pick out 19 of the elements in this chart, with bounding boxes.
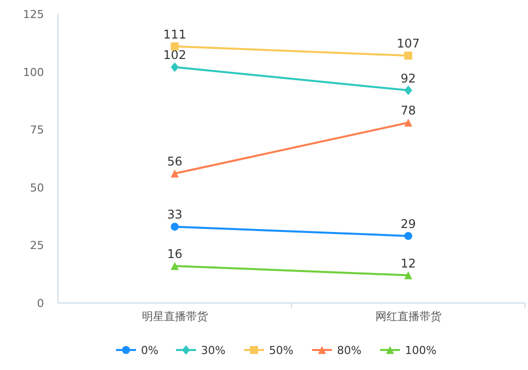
point [404, 232, 412, 240]
point [404, 85, 412, 96]
y-tick-label: 75 [30, 124, 44, 137]
x-tick-label: 明星直播带货 [142, 310, 208, 323]
point [170, 42, 179, 50]
y-tick-label: 125 [23, 8, 44, 21]
y-tick-label: 0 [37, 297, 44, 310]
legend-label: 30% [201, 344, 226, 357]
legend-label: 100% [405, 344, 436, 357]
x-tick-label: 网红直播带货 [375, 310, 442, 323]
y-tick-label: 25 [30, 239, 44, 252]
point [170, 222, 179, 231]
legend-label: 80% [337, 344, 362, 357]
y-tick-label: 100 [23, 66, 44, 79]
legend-label: 0% [141, 344, 158, 357]
legend-label: 50% [269, 344, 294, 357]
y-tick-label: 50 [30, 181, 44, 194]
point [404, 52, 412, 60]
point [170, 62, 179, 72]
